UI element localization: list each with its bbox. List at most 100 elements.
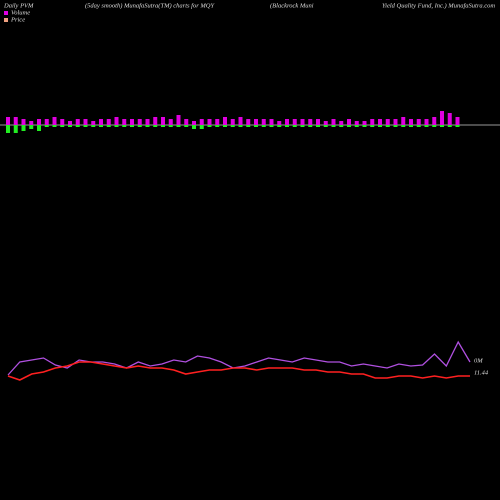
bar-up [378, 119, 382, 125]
bar-down [145, 125, 150, 127]
bar-up [37, 119, 41, 125]
bar-down [199, 125, 204, 129]
bar-up [52, 117, 57, 125]
bar-down [106, 125, 111, 127]
bar-down [161, 125, 165, 127]
bar-up [168, 119, 173, 125]
bar-up [199, 119, 204, 125]
bar-up [130, 119, 134, 125]
bar-up [246, 119, 251, 125]
bar-up [316, 119, 320, 125]
bar-down [432, 125, 437, 127]
bar-down [308, 125, 313, 127]
legend-swatch [4, 11, 8, 15]
bar-down [401, 125, 406, 127]
bar-up [277, 121, 282, 125]
legend-swatch [4, 18, 8, 22]
bar-down [68, 125, 72, 127]
bar-down [316, 125, 320, 127]
bar-down [323, 125, 328, 127]
bar-up [176, 115, 181, 125]
bar-up [238, 117, 243, 125]
bar-down [292, 125, 297, 127]
bar-down [122, 125, 127, 127]
bar-up [432, 117, 437, 125]
bar-up [215, 119, 220, 125]
bar-up [401, 117, 406, 125]
bar-down [29, 125, 34, 129]
bar-up [331, 119, 336, 125]
bar-down [168, 125, 173, 127]
bar-down [83, 125, 88, 127]
bar-up [106, 119, 111, 125]
bar-down [60, 125, 65, 127]
bar-down [153, 125, 158, 127]
bar-up [83, 119, 88, 125]
bar-down [409, 125, 413, 127]
bar-down [254, 125, 258, 127]
bar-down [339, 125, 344, 127]
bar-up [207, 119, 212, 125]
bar-up [447, 113, 452, 125]
bar-down [447, 125, 452, 127]
bar-up [455, 117, 460, 125]
bar-up [254, 119, 258, 125]
bar-up [137, 119, 142, 125]
bar-down [378, 125, 382, 127]
bar-down [91, 125, 96, 127]
bar-down [192, 125, 196, 129]
bar-up [13, 117, 18, 125]
bar-down [277, 125, 282, 127]
bar-down [362, 125, 367, 127]
bar-down [285, 125, 289, 127]
bar-down [455, 125, 460, 127]
bar-down [6, 125, 10, 133]
bar-down [176, 125, 181, 127]
title-part: (Blackrock Muni [270, 2, 314, 9]
line-volume [7, 340, 471, 376]
bar-up [409, 119, 413, 125]
bar-down [44, 125, 49, 127]
bar-up [424, 119, 429, 125]
bar-down [370, 125, 375, 127]
bar-up [68, 121, 72, 125]
bar-down [385, 125, 390, 127]
bar-down [331, 125, 336, 127]
bar-up [184, 119, 189, 125]
bar-down [424, 125, 429, 127]
bar-up [323, 121, 328, 125]
annotation: 0M [474, 357, 483, 364]
bar-up [308, 119, 313, 125]
legend-label: Volume [11, 9, 30, 16]
bar-up [440, 111, 444, 125]
bar-up [21, 119, 26, 125]
bar-up [285, 119, 289, 125]
bar-up [99, 119, 103, 125]
bar-up [6, 117, 10, 125]
bar-up [416, 119, 421, 125]
bar-down [440, 125, 444, 127]
bar-up [385, 119, 390, 125]
bar-up [292, 119, 297, 125]
bar-up [261, 119, 266, 125]
bar-up [370, 119, 375, 125]
bar-up [230, 119, 235, 125]
bar-up [269, 119, 274, 125]
bar-down [21, 125, 26, 131]
bar-up [91, 121, 96, 125]
bar-down [300, 125, 305, 127]
title-part: (5day smooth) MunafaSutra(TM) charts for… [85, 2, 215, 9]
bar-down [223, 125, 227, 127]
title-part: Yield Quality Fund, Inc.) MunafaSutra.co… [382, 2, 495, 9]
annotation: 11.44 [474, 369, 489, 376]
bar-down [52, 125, 57, 127]
bar-up [44, 119, 49, 125]
bar-up [192, 121, 196, 125]
bar-up [153, 117, 158, 125]
bar-down [99, 125, 103, 127]
bar-down [13, 125, 18, 133]
bar-down [215, 125, 220, 127]
title-part: Daily PVM [3, 2, 34, 9]
